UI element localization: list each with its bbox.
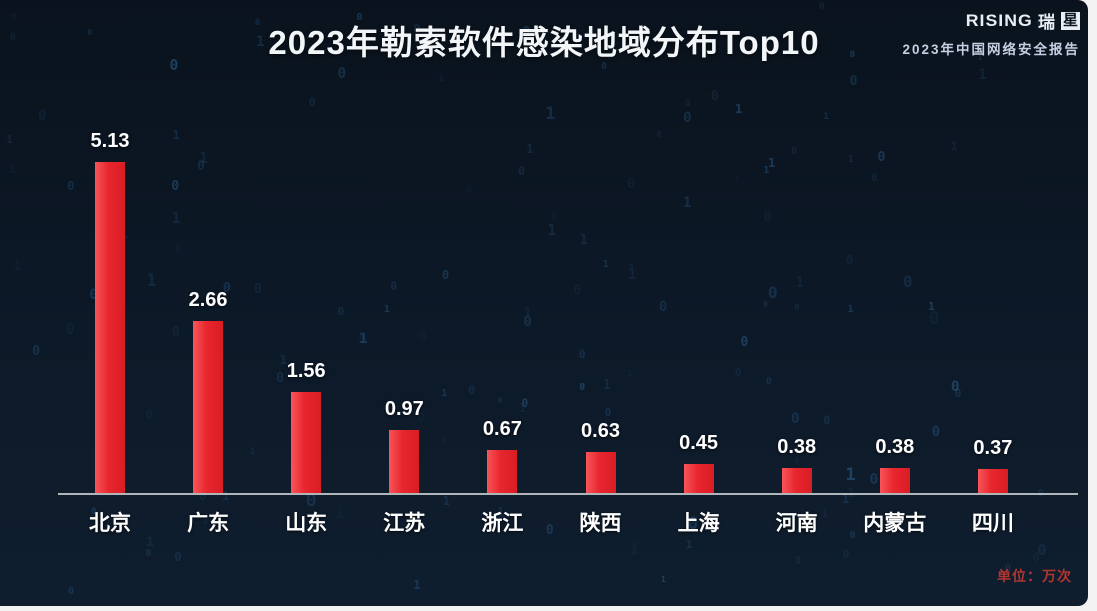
bar-category-label: 陕西	[579, 512, 622, 535]
bar	[879, 468, 910, 493]
rising-wordmark-cn: 瑞	[1037, 13, 1055, 32]
bar-value-label: 2.66	[188, 289, 228, 311]
bar	[683, 464, 714, 493]
unit-label: 单位：万次	[997, 568, 1072, 584]
bar-category-label: 广东	[187, 512, 230, 535]
bar	[487, 450, 518, 493]
bar-value-label: 5.13	[90, 130, 130, 152]
bar-category-label: 北京	[89, 512, 131, 535]
bar-value-label: 0.67	[482, 418, 522, 440]
bar	[389, 430, 420, 493]
bar-value-label: 0.97	[384, 398, 424, 420]
bar-value-label: 1.56	[286, 360, 326, 382]
bar-category-label: 河南	[775, 512, 818, 535]
bar-value-label: 0.38	[875, 436, 915, 458]
bar-value-label: 0.63	[581, 420, 620, 442]
bar-category-label: 浙江	[481, 512, 524, 535]
bar-value-label: 0.37	[973, 437, 1013, 459]
rising-brand: RISING 瑞 星 2023年中国网络安全报告	[902, 8, 1080, 58]
bar-category-label: 内蒙古	[863, 512, 927, 535]
rising-logo: RISING 瑞 星	[902, 8, 1080, 33]
x-axis-line	[58, 493, 1078, 495]
report-subtitle: 2023年中国网络安全报告	[902, 42, 1080, 57]
bar	[193, 321, 224, 493]
bar	[95, 162, 125, 493]
bar	[977, 469, 1008, 493]
chart-title: 2023年勒索软件感染地域分布Top10	[268, 24, 820, 61]
bar-category-label: 山东	[285, 512, 328, 535]
bar-value-label: 0.38	[777, 436, 817, 458]
bar-category-label: 江苏	[383, 512, 426, 535]
bar	[291, 392, 322, 493]
rising-wordmark-cn-star: 星	[1060, 11, 1080, 30]
bar	[781, 468, 812, 493]
bar-value-label: 0.45	[679, 432, 719, 454]
rising-wordmark: RISING	[966, 10, 1034, 30]
bar-category-label: 上海	[677, 512, 720, 535]
bar	[585, 452, 616, 493]
bar-category-label: 四川	[971, 512, 1014, 535]
